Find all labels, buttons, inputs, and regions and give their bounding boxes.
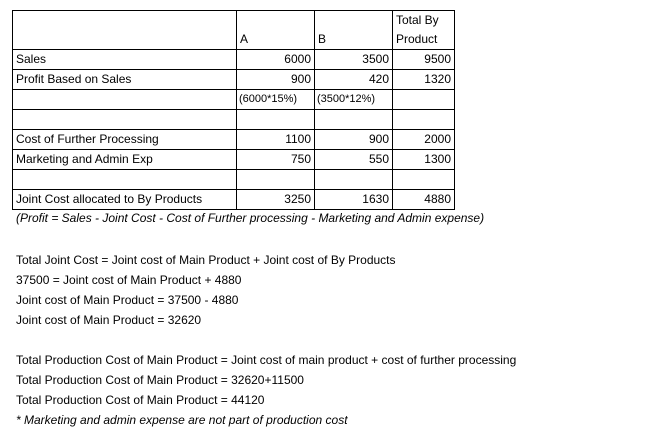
empty-cell bbox=[236, 109, 315, 130]
joint-cost-a: 3250 bbox=[236, 189, 315, 210]
header-col-total-line1: Total By bbox=[396, 13, 439, 27]
empty-cell bbox=[314, 109, 393, 130]
row-label-sales: Sales bbox=[12, 49, 237, 70]
table-header-row: A B Total By Product bbox=[12, 10, 455, 50]
table-row-profit: Profit Based on Sales 900 420 1320 bbox=[12, 69, 455, 90]
empty-cell bbox=[236, 169, 315, 190]
header-col-b: B bbox=[314, 10, 393, 50]
empty-cell bbox=[392, 109, 455, 130]
further-processing-a: 1100 bbox=[236, 129, 315, 150]
marketing-a: 750 bbox=[236, 149, 315, 170]
profit-total: 1320 bbox=[392, 69, 455, 90]
row-label-joint-cost: Joint Cost allocated to By Products bbox=[12, 189, 237, 210]
header-col-a: A bbox=[236, 10, 315, 50]
table-row-profit-note: (6000*15%) (3500*12%) bbox=[12, 89, 455, 110]
profit-note-total-blank bbox=[392, 89, 455, 110]
sales-a: 6000 bbox=[236, 49, 315, 70]
empty-cell bbox=[314, 169, 393, 190]
formula-note: (Profit = Sales - Joint Cost - Cost of F… bbox=[16, 211, 485, 225]
joint-cost-line: 37500 = Joint cost of Main Product + 488… bbox=[16, 273, 242, 287]
joint-cost-total: 4880 bbox=[392, 189, 455, 210]
sales-b: 3500 bbox=[314, 49, 393, 70]
production-cost-line: Total Production Cost of Main Product = … bbox=[16, 373, 304, 387]
header-blank-cell bbox=[12, 10, 237, 50]
joint-cost-line: Joint cost of Main Product = 32620 bbox=[16, 313, 202, 327]
profit-note-blank bbox=[12, 89, 237, 110]
marketing-total: 1300 bbox=[392, 149, 455, 170]
production-cost-line: Total Production Cost of Main Product = … bbox=[16, 353, 517, 367]
joint-cost-line: Joint cost of Main Product = 37500 - 488… bbox=[16, 293, 239, 307]
empty-cell bbox=[12, 169, 237, 190]
further-processing-b: 900 bbox=[314, 129, 393, 150]
table-row-empty-2 bbox=[12, 169, 455, 190]
empty-cell bbox=[12, 109, 237, 130]
cost-allocation-table: A B Total By Product Sales 6000 3500 9500… bbox=[12, 10, 455, 210]
marketing-b: 550 bbox=[314, 149, 393, 170]
profit-b: 420 bbox=[314, 69, 393, 90]
header-col-total: Total By Product bbox=[392, 10, 455, 50]
profit-a: 900 bbox=[236, 69, 315, 90]
empty-cell bbox=[392, 169, 455, 190]
joint-cost-line: Total Joint Cost = Joint cost of Main Pr… bbox=[16, 253, 396, 267]
table-row-joint-cost: Joint Cost allocated to By Products 3250… bbox=[12, 189, 455, 210]
profit-note-b: (3500*12%) bbox=[314, 89, 393, 110]
joint-cost-b: 1630 bbox=[314, 189, 393, 210]
table-row-empty-1 bbox=[12, 109, 455, 130]
further-processing-total: 2000 bbox=[392, 129, 455, 150]
row-label-profit: Profit Based on Sales bbox=[12, 69, 237, 90]
profit-note-a: (6000*15%) bbox=[236, 89, 315, 110]
footnote: * Marketing and admin expense are not pa… bbox=[16, 413, 348, 427]
sales-total: 9500 bbox=[392, 49, 455, 70]
row-label-further-processing: Cost of Further Processing bbox=[12, 129, 237, 150]
row-label-marketing: Marketing and Admin Exp bbox=[12, 149, 237, 170]
header-col-total-line2: Product bbox=[396, 32, 438, 46]
table-row-further-processing: Cost of Further Processing 1100 900 2000 bbox=[12, 129, 455, 150]
production-cost-line: Total Production Cost of Main Product = … bbox=[16, 393, 265, 407]
table-row-sales: Sales 6000 3500 9500 bbox=[12, 49, 455, 70]
table-row-marketing: Marketing and Admin Exp 750 550 1300 bbox=[12, 149, 455, 170]
